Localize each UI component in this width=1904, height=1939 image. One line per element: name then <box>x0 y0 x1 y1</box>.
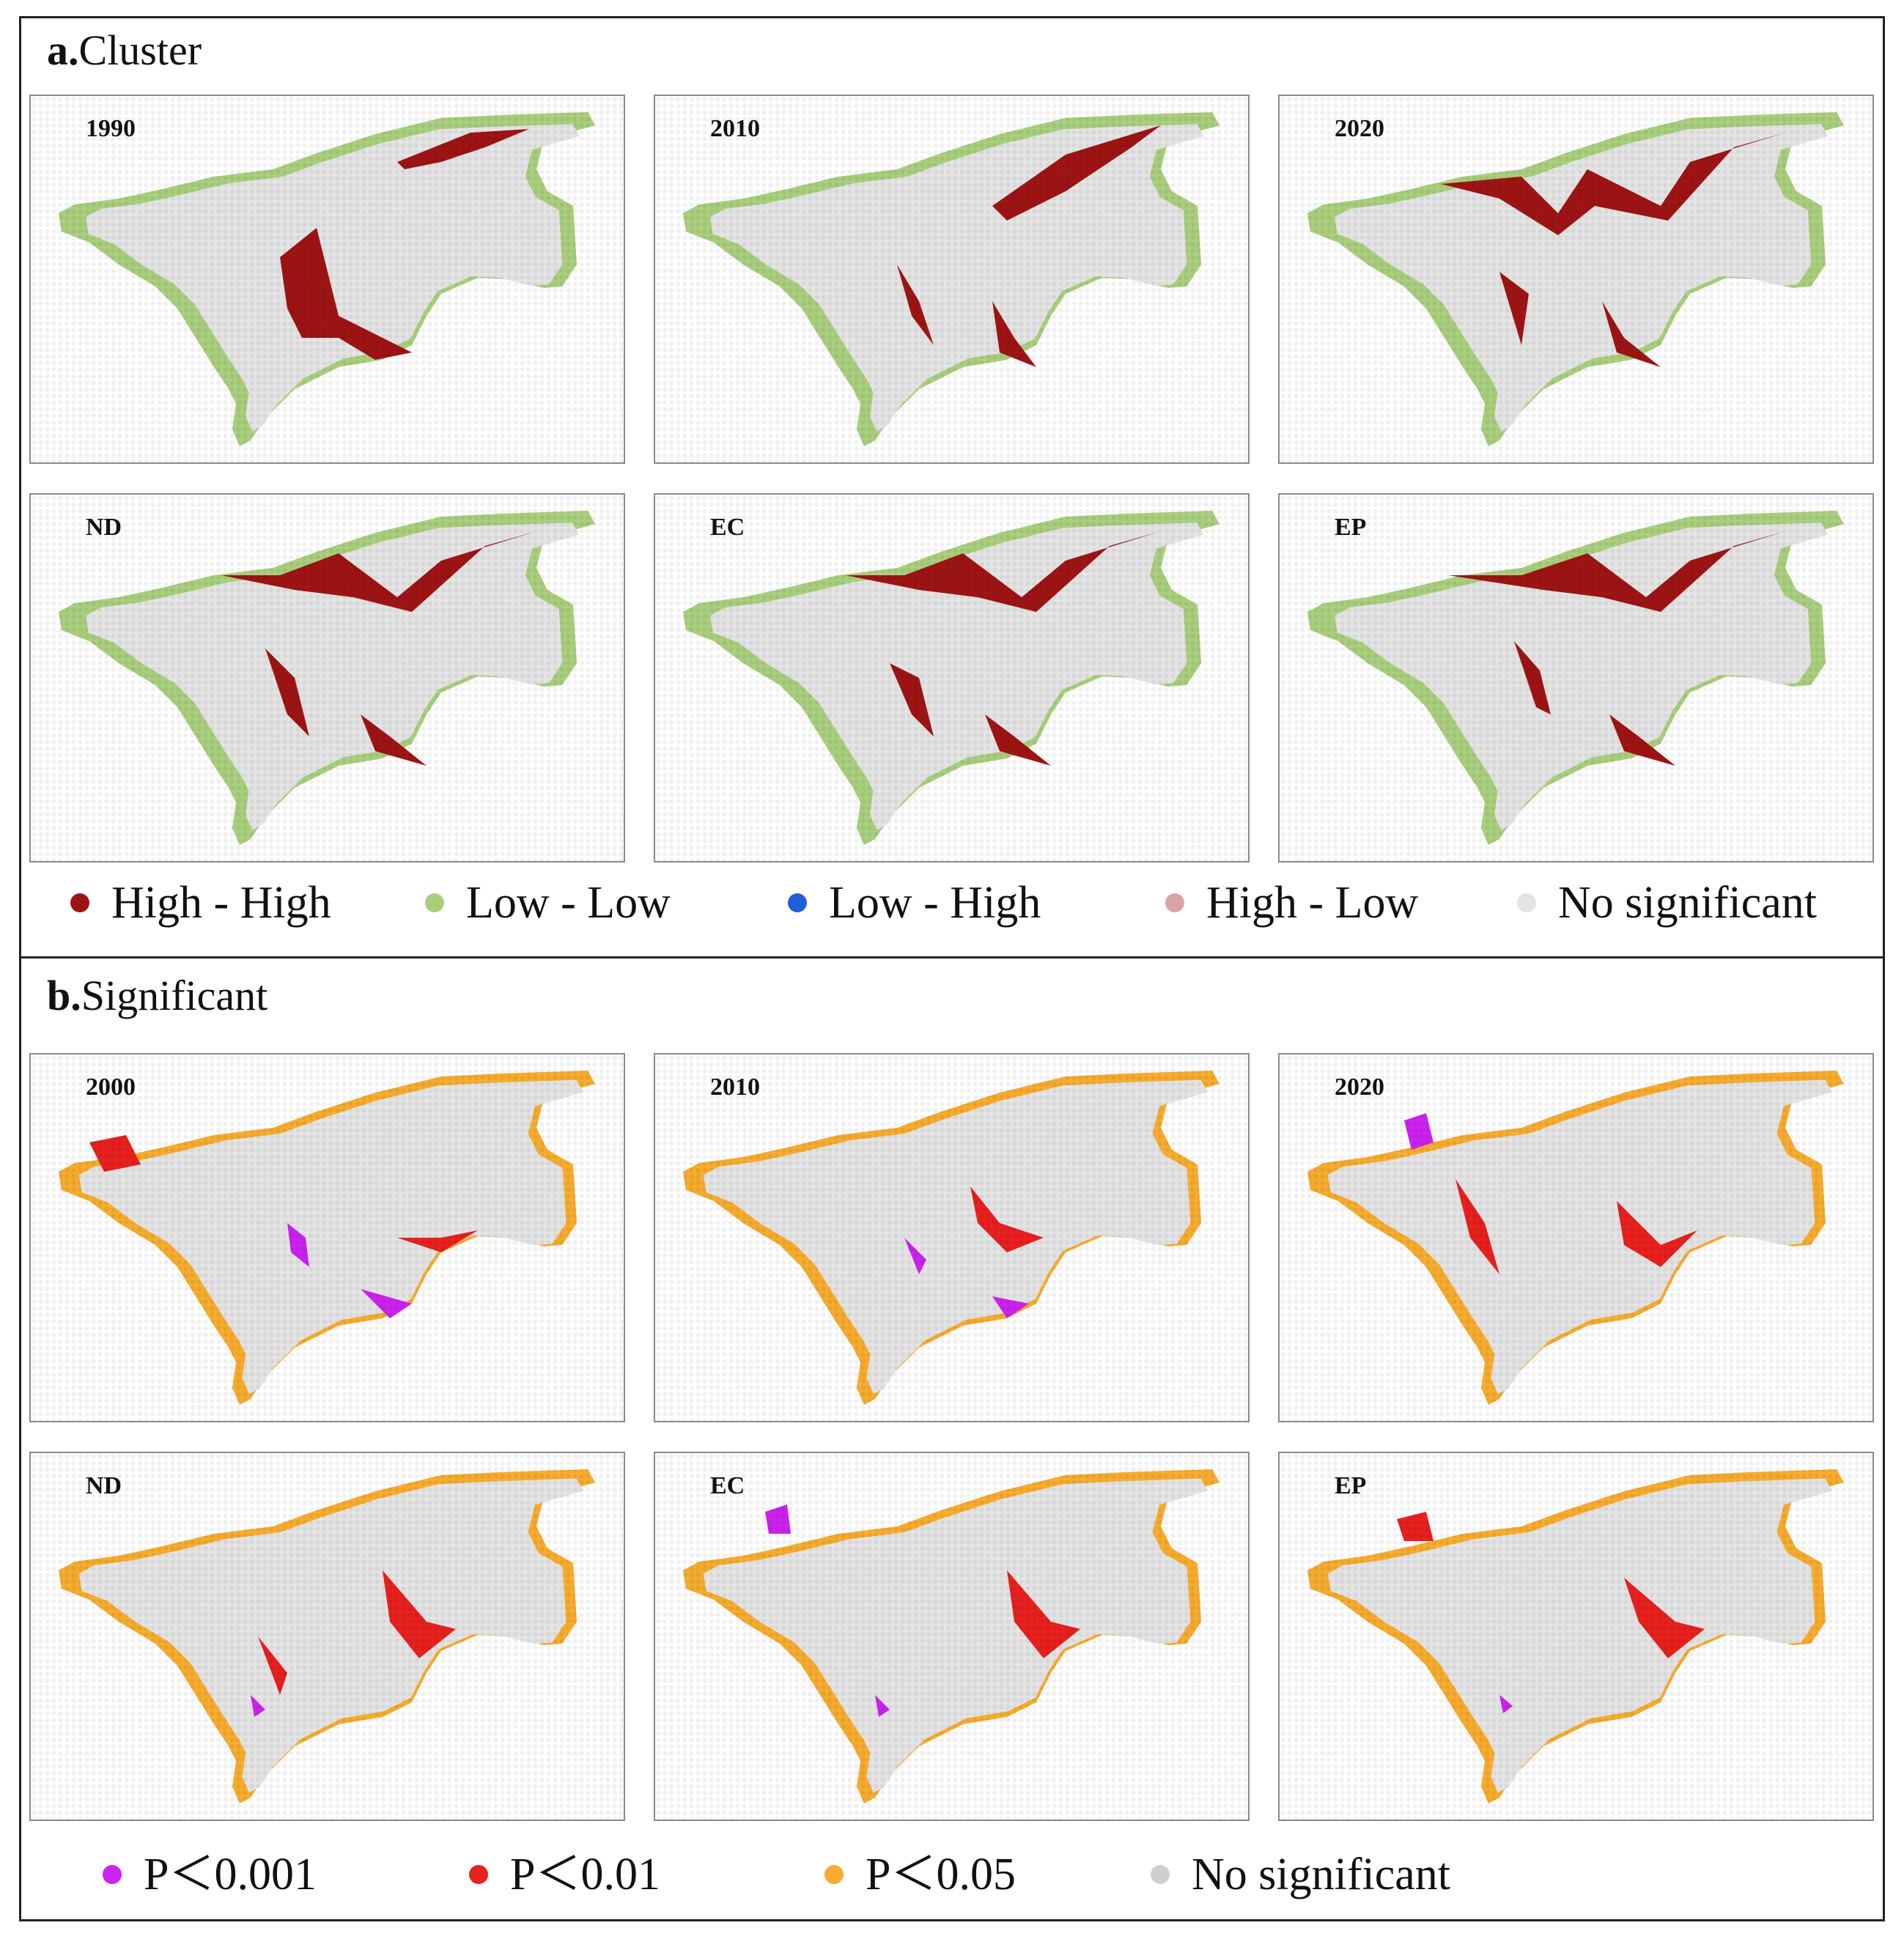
cluster-map <box>1280 495 1872 861</box>
low-low-dot-icon <box>425 893 444 912</box>
cluster-map-panel-2: 2010 <box>654 95 1250 464</box>
cluster-map-panel-5: EC <box>654 493 1250 863</box>
panel-label: 2020 <box>1335 1074 1384 1101</box>
cluster-section-title: a.Cluster <box>47 26 202 74</box>
no-significant-dot-icon <box>1151 1865 1170 1884</box>
high-high-dot-icon <box>70 893 89 912</box>
p05-dot-icon <box>824 1865 844 1884</box>
significance-map <box>31 1453 624 1820</box>
significant-map-panel-4: ND <box>29 1452 625 1821</box>
significance-map <box>1280 1055 1872 1421</box>
legend-item-no-significant: No significant <box>1151 1845 1450 1904</box>
panel-label: EP <box>1335 1472 1367 1499</box>
panel-label: ND <box>86 514 122 541</box>
significant-map-panel-3: 2020 <box>1278 1053 1874 1422</box>
legend-item-low-low: Low - Low <box>425 874 671 932</box>
figure-frame <box>19 16 1885 1921</box>
cluster-map <box>31 96 624 462</box>
panel-label: 1990 <box>86 115 136 142</box>
significance-map <box>655 1055 1248 1421</box>
significant-map-panel-1: 2000 <box>29 1053 625 1422</box>
panel-label: EC <box>710 514 745 541</box>
panel-label: 2020 <box>1335 115 1384 142</box>
cluster-map-panel-1: 1990 <box>29 95 625 464</box>
panel-label: EP <box>1335 514 1367 541</box>
significant-map-panel-5: EC <box>654 1452 1250 1821</box>
significance-map <box>1280 1453 1872 1820</box>
panel-label: 2000 <box>86 1074 136 1101</box>
cluster-map <box>655 96 1248 462</box>
cluster-map <box>655 495 1248 861</box>
p001-dot-icon <box>103 1865 122 1884</box>
significance-map <box>31 1055 624 1421</box>
legend-item-p01: P＜0.01 <box>469 1845 660 1904</box>
legend-item-p001: P＜0.001 <box>103 1845 317 1904</box>
cluster-legend: High - High Low - Low Low - High High - … <box>44 874 1861 932</box>
significance-map <box>655 1453 1248 1820</box>
p01-dot-icon <box>469 1865 488 1884</box>
panel-label: EC <box>710 1472 745 1499</box>
panel-label: 2010 <box>710 115 760 142</box>
panel-label: ND <box>86 1472 122 1499</box>
section-divider <box>19 956 1885 959</box>
significant-map-panel-6: EP <box>1278 1452 1874 1821</box>
significant-section-title: b.Significant <box>47 972 268 1019</box>
significant-map-panel-2: 2010 <box>654 1053 1250 1422</box>
legend-item-high-low: High - Low <box>1165 874 1418 932</box>
panel-label: 2010 <box>710 1074 760 1101</box>
cluster-map <box>31 495 624 861</box>
significant-legend: P＜0.001 P＜0.01 P＜0.05 No significant <box>44 1845 1861 1904</box>
low-high-dot-icon <box>788 893 807 912</box>
high-low-dot-icon <box>1165 893 1184 912</box>
cluster-map-panel-4: ND <box>29 493 625 863</box>
cluster-map-panel-6: EP <box>1278 493 1874 863</box>
legend-item-p05: P＜0.05 <box>824 1845 1016 1904</box>
legend-item-low-high: Low - High <box>788 874 1041 932</box>
legend-item-high-high: High - High <box>70 874 331 932</box>
no-significant-dot-icon <box>1517 893 1536 912</box>
cluster-map-panel-3: 2020 <box>1278 95 1874 464</box>
cluster-map <box>1280 96 1872 462</box>
legend-item-no-significant: No significant <box>1517 874 1817 932</box>
